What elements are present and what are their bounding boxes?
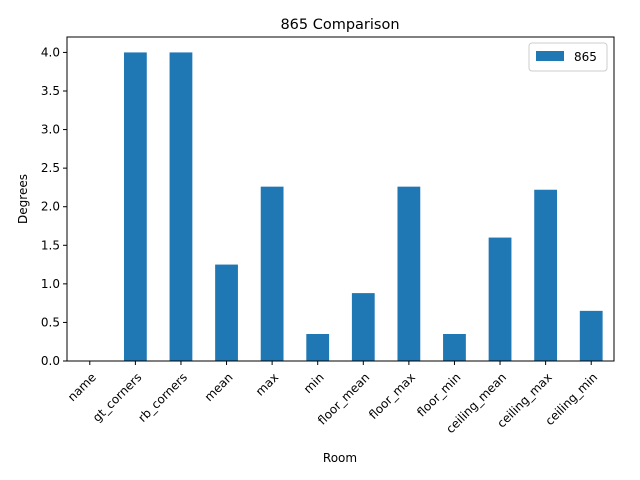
legend-box: [528, 42, 608, 72]
x-tick-label: max: [253, 370, 281, 398]
bar-floor-min: [443, 334, 466, 361]
y-tick-label: 1.0: [41, 277, 60, 291]
bar-mean: [215, 264, 238, 361]
bar-ceiling-mean: [488, 237, 512, 361]
bar-floor-mean: [351, 293, 375, 361]
y-axis: 0.0 0.5 1.0 1.5 2.0 2.5 3.0 3.5 4.0: [41, 45, 67, 368]
bars-group: [123, 52, 603, 362]
x-tick-label: floor_max: [366, 370, 418, 422]
x-tick-label: name: [65, 370, 99, 404]
x-tick-label: min: [301, 370, 327, 396]
bar-max: [260, 186, 284, 361]
bar-ceiling-min: [579, 310, 603, 361]
y-tick-label: 1.5: [41, 238, 60, 252]
x-axis-label: Room: [323, 451, 357, 465]
x-tick-label: mean: [202, 370, 236, 404]
chart-title: 865 Comparison: [280, 17, 399, 33]
legend-label: 865: [574, 50, 597, 64]
legend-swatch: [536, 51, 564, 61]
y-tick-label: 2.0: [41, 200, 60, 214]
y-tick-label: 4.0: [41, 45, 60, 59]
y-tick-label: 0.0: [41, 354, 60, 368]
bar-ceiling-max: [534, 189, 558, 361]
y-tick-label: 3.0: [41, 123, 60, 137]
plot-frame: [66, 36, 615, 362]
x-tick-label: rb_corners: [135, 370, 190, 425]
bar-min: [306, 334, 330, 361]
bar-gt-corners: [123, 52, 147, 362]
y-tick-label: 3.5: [41, 84, 60, 98]
y-tick-label: 0.5: [41, 315, 60, 329]
bar-rb-corners: [169, 52, 193, 362]
y-axis-label: Degrees: [16, 174, 30, 224]
y-tick-label: 2.5: [41, 161, 60, 175]
legend: 865: [528, 42, 608, 72]
bar-floor-max: [397, 186, 421, 361]
